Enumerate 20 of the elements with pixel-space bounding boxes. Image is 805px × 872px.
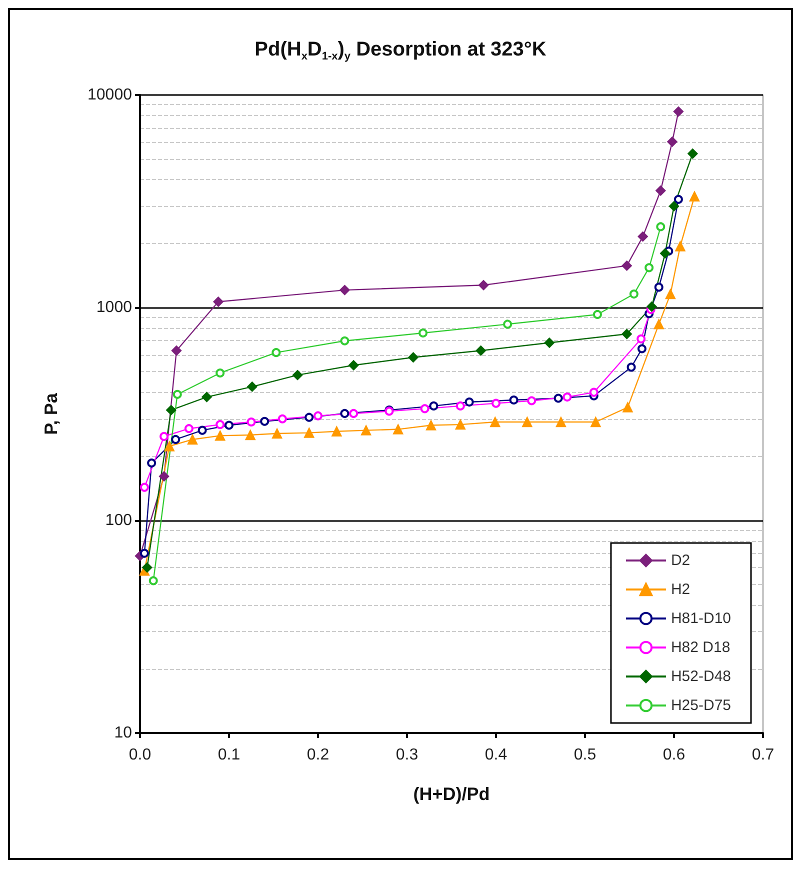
x-tick-label: 0.6 bbox=[662, 746, 686, 764]
legend-label: H81-D10 bbox=[670, 610, 731, 627]
legend-label: H52-D48 bbox=[670, 668, 731, 685]
x-tick-label: 0.3 bbox=[396, 746, 418, 764]
legend-label: H2 bbox=[670, 581, 690, 598]
y-axis-title: P, Pa bbox=[41, 392, 61, 435]
legend-label: H25-D75 bbox=[670, 697, 731, 714]
x-tick-label: 0.5 bbox=[574, 746, 596, 764]
legend-label: H82 D18 bbox=[670, 639, 730, 656]
y-tick-label: 100 bbox=[105, 512, 132, 529]
x-axis-title: (H+D)/Pd bbox=[413, 784, 490, 804]
x-tick-label: 0.7 bbox=[752, 746, 774, 764]
legend-label: D2 bbox=[670, 552, 690, 569]
y-tick-label: 10000 bbox=[88, 86, 132, 104]
x-tick-label: 0.1 bbox=[218, 746, 240, 764]
y-tick-label: 1000 bbox=[96, 299, 132, 316]
x-tick-label: 0.4 bbox=[484, 746, 508, 764]
x-tick-label: 0.2 bbox=[306, 746, 330, 764]
y-tick-label: 10 bbox=[114, 724, 132, 742]
x-tick-label: 0.0 bbox=[128, 746, 152, 764]
